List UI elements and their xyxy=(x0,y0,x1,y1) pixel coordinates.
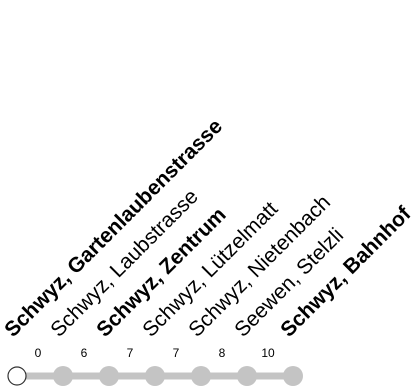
stop-minutes: 10 xyxy=(261,346,275,360)
stop-minutes: 7 xyxy=(127,346,134,360)
minute-labels: 0 6 7 7 8 10 xyxy=(35,346,275,360)
stop-marker xyxy=(53,366,73,386)
stop-marker xyxy=(191,366,211,386)
stop-marker xyxy=(283,366,303,386)
stop-minutes: 0 xyxy=(35,346,42,360)
route-line-layer xyxy=(7,366,303,386)
stop-marker xyxy=(145,366,165,386)
stop-minutes: 6 xyxy=(81,346,88,360)
stop-minutes: 7 xyxy=(173,346,180,360)
stop-marker xyxy=(237,366,257,386)
stop-marker-origin xyxy=(7,366,27,386)
stop-marker xyxy=(99,366,119,386)
stop-minutes: 8 xyxy=(219,346,226,360)
